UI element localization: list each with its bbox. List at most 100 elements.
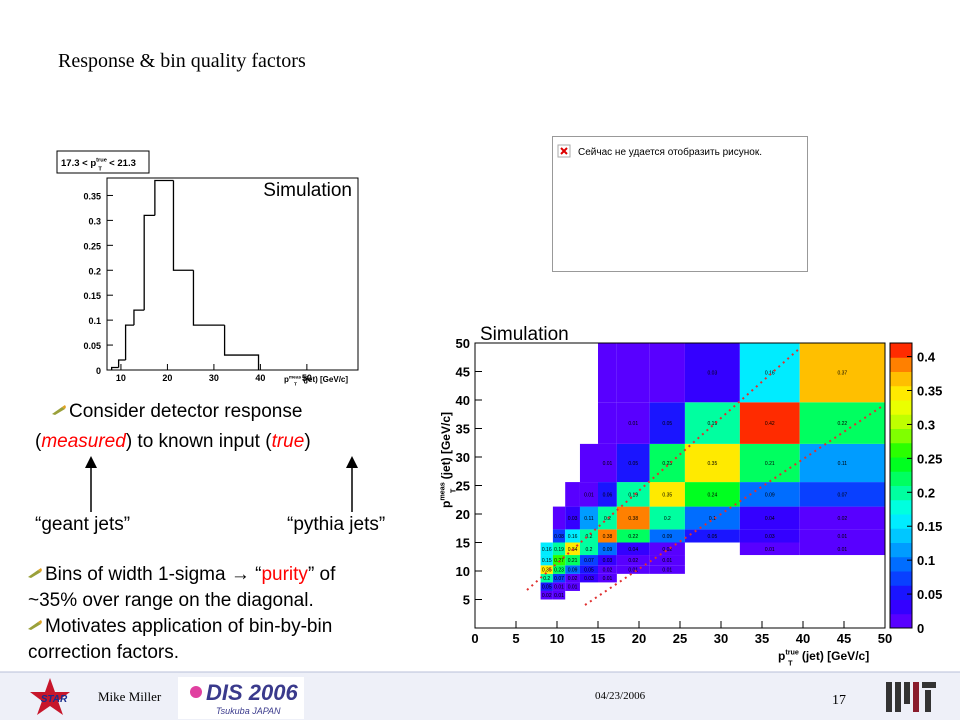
dis-place: Tsukuba JAPAN bbox=[216, 706, 281, 716]
label-sup: true bbox=[96, 158, 107, 164]
colorbar-band bbox=[890, 556, 912, 572]
note-text: ( bbox=[35, 431, 42, 452]
label-rest: (jet) [GeV/c] bbox=[439, 412, 453, 483]
cell-label: 0.21 bbox=[765, 461, 775, 467]
y-tick-label: 0.25 bbox=[83, 241, 101, 251]
x-tick-label: 30 bbox=[714, 631, 728, 646]
heatmap-cell bbox=[579, 573, 598, 583]
cell-label: 0.1 bbox=[709, 516, 716, 522]
colorbar-band bbox=[890, 385, 912, 401]
heatmap-cell bbox=[579, 443, 598, 483]
histogram-bin bbox=[110, 366, 119, 370]
y-tick-label: 10 bbox=[456, 564, 470, 579]
cell-label: 0.09 bbox=[662, 534, 672, 540]
x-tick-label: 40 bbox=[255, 373, 265, 383]
cell-label: 0.01 bbox=[603, 461, 613, 467]
cell-label: 0.19 bbox=[554, 547, 564, 553]
cell-label: 0.24 bbox=[708, 492, 718, 498]
note: Consider detector response (measured) to… bbox=[35, 400, 311, 454]
cell-label: 0.2 bbox=[543, 576, 550, 582]
bullet-icon bbox=[28, 620, 42, 630]
cell-label: 0.11 bbox=[584, 516, 594, 522]
heatmap-cell bbox=[565, 573, 580, 583]
heatmap-cell bbox=[598, 573, 617, 583]
z-tick-label: 0.25 bbox=[917, 451, 942, 466]
bullet-text: correction factors. bbox=[28, 642, 179, 663]
mit-bar bbox=[895, 682, 901, 712]
slide-title: Response & bin quality factors bbox=[58, 50, 306, 72]
mit-bar bbox=[886, 682, 892, 712]
colorbar-band bbox=[890, 428, 912, 444]
cell-label: 0.38 bbox=[603, 534, 613, 540]
y-tick-label: 5 bbox=[463, 593, 470, 608]
bullet-line: correction factors. bbox=[28, 640, 335, 666]
axis-label: 17.3 < ptrue T < 21.3 bbox=[61, 158, 136, 173]
heatmap-cell bbox=[649, 482, 685, 507]
histogram-bin bbox=[133, 309, 145, 326]
cell-label: 0.09 bbox=[568, 568, 578, 574]
heatmap-cell bbox=[616, 443, 650, 483]
heatmap-cell bbox=[579, 506, 598, 530]
cell-label: 0.22 bbox=[628, 534, 638, 540]
bullet-text: ” of bbox=[307, 564, 336, 585]
cell-label: 0.16 bbox=[542, 547, 552, 553]
heatmap-cell bbox=[552, 590, 566, 600]
cell-label: 0.2 bbox=[604, 516, 611, 522]
heatmap-cell bbox=[598, 402, 617, 444]
colorbar-band bbox=[890, 613, 912, 629]
cell-label: 0.11 bbox=[838, 461, 848, 467]
heatmap-cell bbox=[552, 555, 566, 566]
cell-label: 0.02 bbox=[542, 593, 552, 599]
x-tick-label: 50 bbox=[302, 373, 312, 383]
heatmap-cell bbox=[799, 529, 885, 543]
y-tick-label: 15 bbox=[456, 536, 470, 551]
cell-label: 0.05 bbox=[542, 585, 552, 591]
cell-label: 0.01 bbox=[568, 585, 578, 591]
cell-label: 0.01 bbox=[603, 576, 613, 582]
x-tick-label: 25 bbox=[673, 631, 687, 646]
heatmap-cell bbox=[552, 565, 566, 574]
heatmap-cell bbox=[552, 582, 566, 591]
heatmap-cell bbox=[616, 542, 650, 556]
x-tick-label: 50 bbox=[878, 631, 892, 646]
cell-label: 0.08 bbox=[554, 534, 564, 540]
cell-label: 0.37 bbox=[837, 371, 847, 377]
cell-label: 0.35 bbox=[662, 492, 672, 498]
label-main: p bbox=[439, 501, 453, 508]
heatmap-cell bbox=[552, 542, 566, 556]
image-placeholder bbox=[552, 136, 808, 272]
colorbar-band bbox=[890, 442, 912, 458]
histogram-bin bbox=[223, 325, 260, 370]
broken-icon-x bbox=[560, 147, 568, 155]
colorbar-band bbox=[890, 357, 912, 372]
z-tick-label: 0.35 bbox=[917, 384, 942, 399]
footer-date: 04/23/2006 bbox=[595, 690, 646, 702]
colorbar-band bbox=[890, 414, 912, 429]
y-tick-label: 25 bbox=[456, 479, 470, 494]
colorbar-band bbox=[890, 371, 912, 387]
cell-label: 0.05 bbox=[628, 461, 638, 467]
bullet-icon bbox=[52, 405, 66, 415]
bullets: Bins of width 1-sigma → “purity” of ~35%… bbox=[28, 562, 335, 666]
cell-label: 0.2 bbox=[586, 547, 593, 553]
y-tick-label: 0.05 bbox=[83, 341, 101, 351]
heatmap-cell bbox=[739, 402, 800, 444]
heatmap-cell bbox=[684, 343, 740, 403]
cell-label: 0.35 bbox=[708, 461, 718, 467]
cell-label: 0.2 bbox=[586, 534, 593, 540]
label-sup: true bbox=[785, 648, 799, 657]
footer-band bbox=[0, 672, 960, 720]
cell-label: 0.02 bbox=[568, 576, 578, 582]
mit-bar bbox=[922, 682, 936, 688]
pointer-label: “pythia jets” bbox=[287, 514, 386, 535]
histogram: 0 0.05 0.1 0.15 0.2 0.25 0.3 0.35 10 20 30 40 50 17.3… bbox=[56, 150, 359, 388]
y-tick-label: 30 bbox=[456, 450, 470, 465]
heatmap-cell bbox=[799, 402, 885, 444]
dis-flower bbox=[190, 686, 202, 698]
footer-author: Mike Miller bbox=[98, 689, 162, 704]
bullet-line: ~35% over range on the diagonal. bbox=[28, 588, 335, 614]
cell-label: 0.01 bbox=[628, 421, 638, 427]
z-tick-label: 0.4 bbox=[917, 350, 936, 365]
